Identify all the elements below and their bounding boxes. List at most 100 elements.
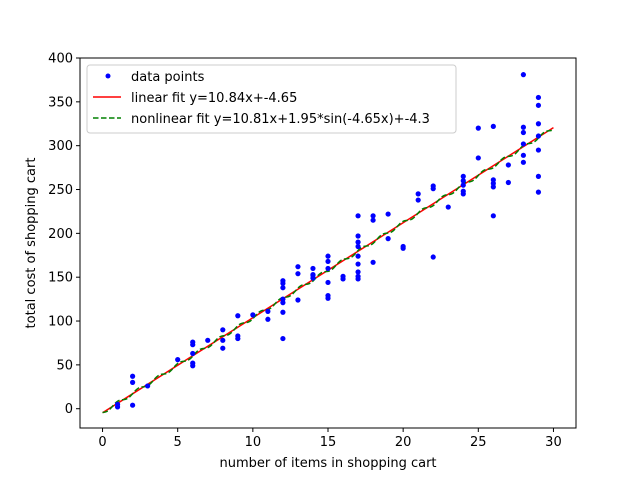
x-axis-label: number of items in shopping cart bbox=[219, 456, 436, 471]
data-point bbox=[430, 254, 436, 260]
data-point bbox=[235, 333, 241, 339]
x-tick-label: 0 bbox=[98, 435, 106, 450]
data-point bbox=[280, 278, 286, 284]
y-axis-ticks: 0 50 100 150 200 250 300 350 400 bbox=[48, 52, 80, 417]
data-point bbox=[325, 265, 331, 272]
y-tick-label: 100 bbox=[48, 315, 73, 330]
y-tick-label: 400 bbox=[48, 52, 73, 67]
data-point bbox=[280, 296, 286, 302]
data-point bbox=[235, 313, 241, 319]
data-point bbox=[475, 155, 481, 161]
data-point bbox=[460, 188, 466, 194]
data-point bbox=[265, 316, 271, 322]
data-point bbox=[280, 335, 286, 342]
data-point bbox=[310, 265, 316, 272]
data-point bbox=[520, 124, 526, 130]
data-point bbox=[490, 123, 496, 129]
y-tick-label: 200 bbox=[48, 227, 73, 242]
data-point bbox=[415, 197, 421, 203]
data-point bbox=[265, 308, 271, 314]
data-point bbox=[130, 402, 136, 408]
data-point bbox=[415, 191, 421, 197]
data-point bbox=[325, 279, 331, 286]
x-tick-label: 30 bbox=[545, 435, 562, 450]
data-point bbox=[190, 339, 196, 345]
data-point bbox=[535, 173, 542, 179]
legend-box bbox=[86, 64, 457, 134]
data-point bbox=[355, 213, 361, 219]
data-point bbox=[175, 357, 181, 363]
data-point bbox=[325, 253, 331, 259]
y-tick-label: 250 bbox=[48, 183, 73, 198]
y-tick-label: 150 bbox=[48, 271, 73, 286]
data-point bbox=[130, 373, 136, 379]
data-point bbox=[520, 72, 526, 78]
data-point bbox=[310, 271, 316, 278]
data-point bbox=[250, 312, 256, 318]
data-point bbox=[505, 179, 511, 186]
x-tick-label: 10 bbox=[245, 435, 262, 450]
data-point bbox=[145, 383, 151, 389]
data-point bbox=[295, 297, 301, 303]
data-point bbox=[190, 360, 196, 366]
data-point bbox=[280, 309, 286, 315]
data-point bbox=[370, 213, 376, 219]
x-axis-ticks: 0 5 10 15 20 25 30 bbox=[98, 428, 562, 450]
legend-label-linear-fit: linear fit y=10.84x+-4.65 bbox=[131, 91, 297, 106]
data-point bbox=[475, 125, 481, 131]
legend-label-data-points: data points bbox=[131, 70, 205, 85]
legend-label-nonlinear-fit: nonlinear fit y=10.81x+1.95*sin(-4.65x)+… bbox=[131, 112, 430, 127]
data-point bbox=[460, 182, 466, 188]
y-tick-label: 0 bbox=[65, 402, 73, 417]
data-point bbox=[535, 121, 542, 127]
data-point bbox=[114, 401, 121, 407]
data-point bbox=[355, 261, 361, 267]
data-point bbox=[535, 94, 542, 101]
data-point bbox=[355, 253, 361, 259]
x-tick-label: 25 bbox=[470, 435, 487, 450]
data-point bbox=[355, 239, 361, 245]
data-point bbox=[370, 217, 376, 223]
x-tick-label: 5 bbox=[174, 435, 182, 450]
data-point bbox=[370, 259, 376, 265]
data-point bbox=[220, 327, 226, 333]
data-point bbox=[205, 337, 211, 343]
nonlinear-fit-line bbox=[102, 129, 554, 414]
data-point bbox=[520, 129, 526, 136]
data-point bbox=[520, 141, 526, 147]
data-point bbox=[130, 379, 136, 386]
data-point bbox=[355, 243, 361, 250]
data-point bbox=[520, 159, 526, 165]
data-point bbox=[325, 293, 331, 299]
x-tick-label: 20 bbox=[395, 435, 412, 450]
x-tick-label: 15 bbox=[320, 435, 337, 450]
data-point bbox=[385, 236, 391, 242]
data-point bbox=[340, 273, 346, 279]
legend: data points linear fit y=10.84x+-4.65 no… bbox=[86, 64, 457, 134]
data-point bbox=[400, 243, 406, 250]
data-point bbox=[505, 162, 511, 168]
data-point bbox=[220, 345, 226, 351]
y-tick-label: 350 bbox=[48, 95, 73, 110]
data-point bbox=[190, 350, 196, 357]
data-point bbox=[295, 264, 301, 270]
data-point bbox=[325, 258, 331, 265]
data-point bbox=[385, 211, 391, 217]
data-point bbox=[520, 152, 526, 158]
data-point bbox=[355, 269, 361, 275]
data-point bbox=[460, 178, 466, 184]
data-point bbox=[220, 337, 226, 343]
data-point bbox=[355, 273, 361, 279]
data-point bbox=[490, 213, 496, 219]
legend-marker-data-points bbox=[105, 73, 111, 79]
y-axis-label: total cost of shopping cart bbox=[24, 158, 39, 329]
data-point bbox=[355, 233, 361, 239]
y-tick-label: 300 bbox=[48, 139, 73, 154]
data-point bbox=[460, 173, 466, 179]
data-point bbox=[280, 285, 286, 291]
data-point bbox=[295, 271, 301, 277]
data-point bbox=[535, 133, 542, 139]
data-point bbox=[490, 177, 496, 183]
